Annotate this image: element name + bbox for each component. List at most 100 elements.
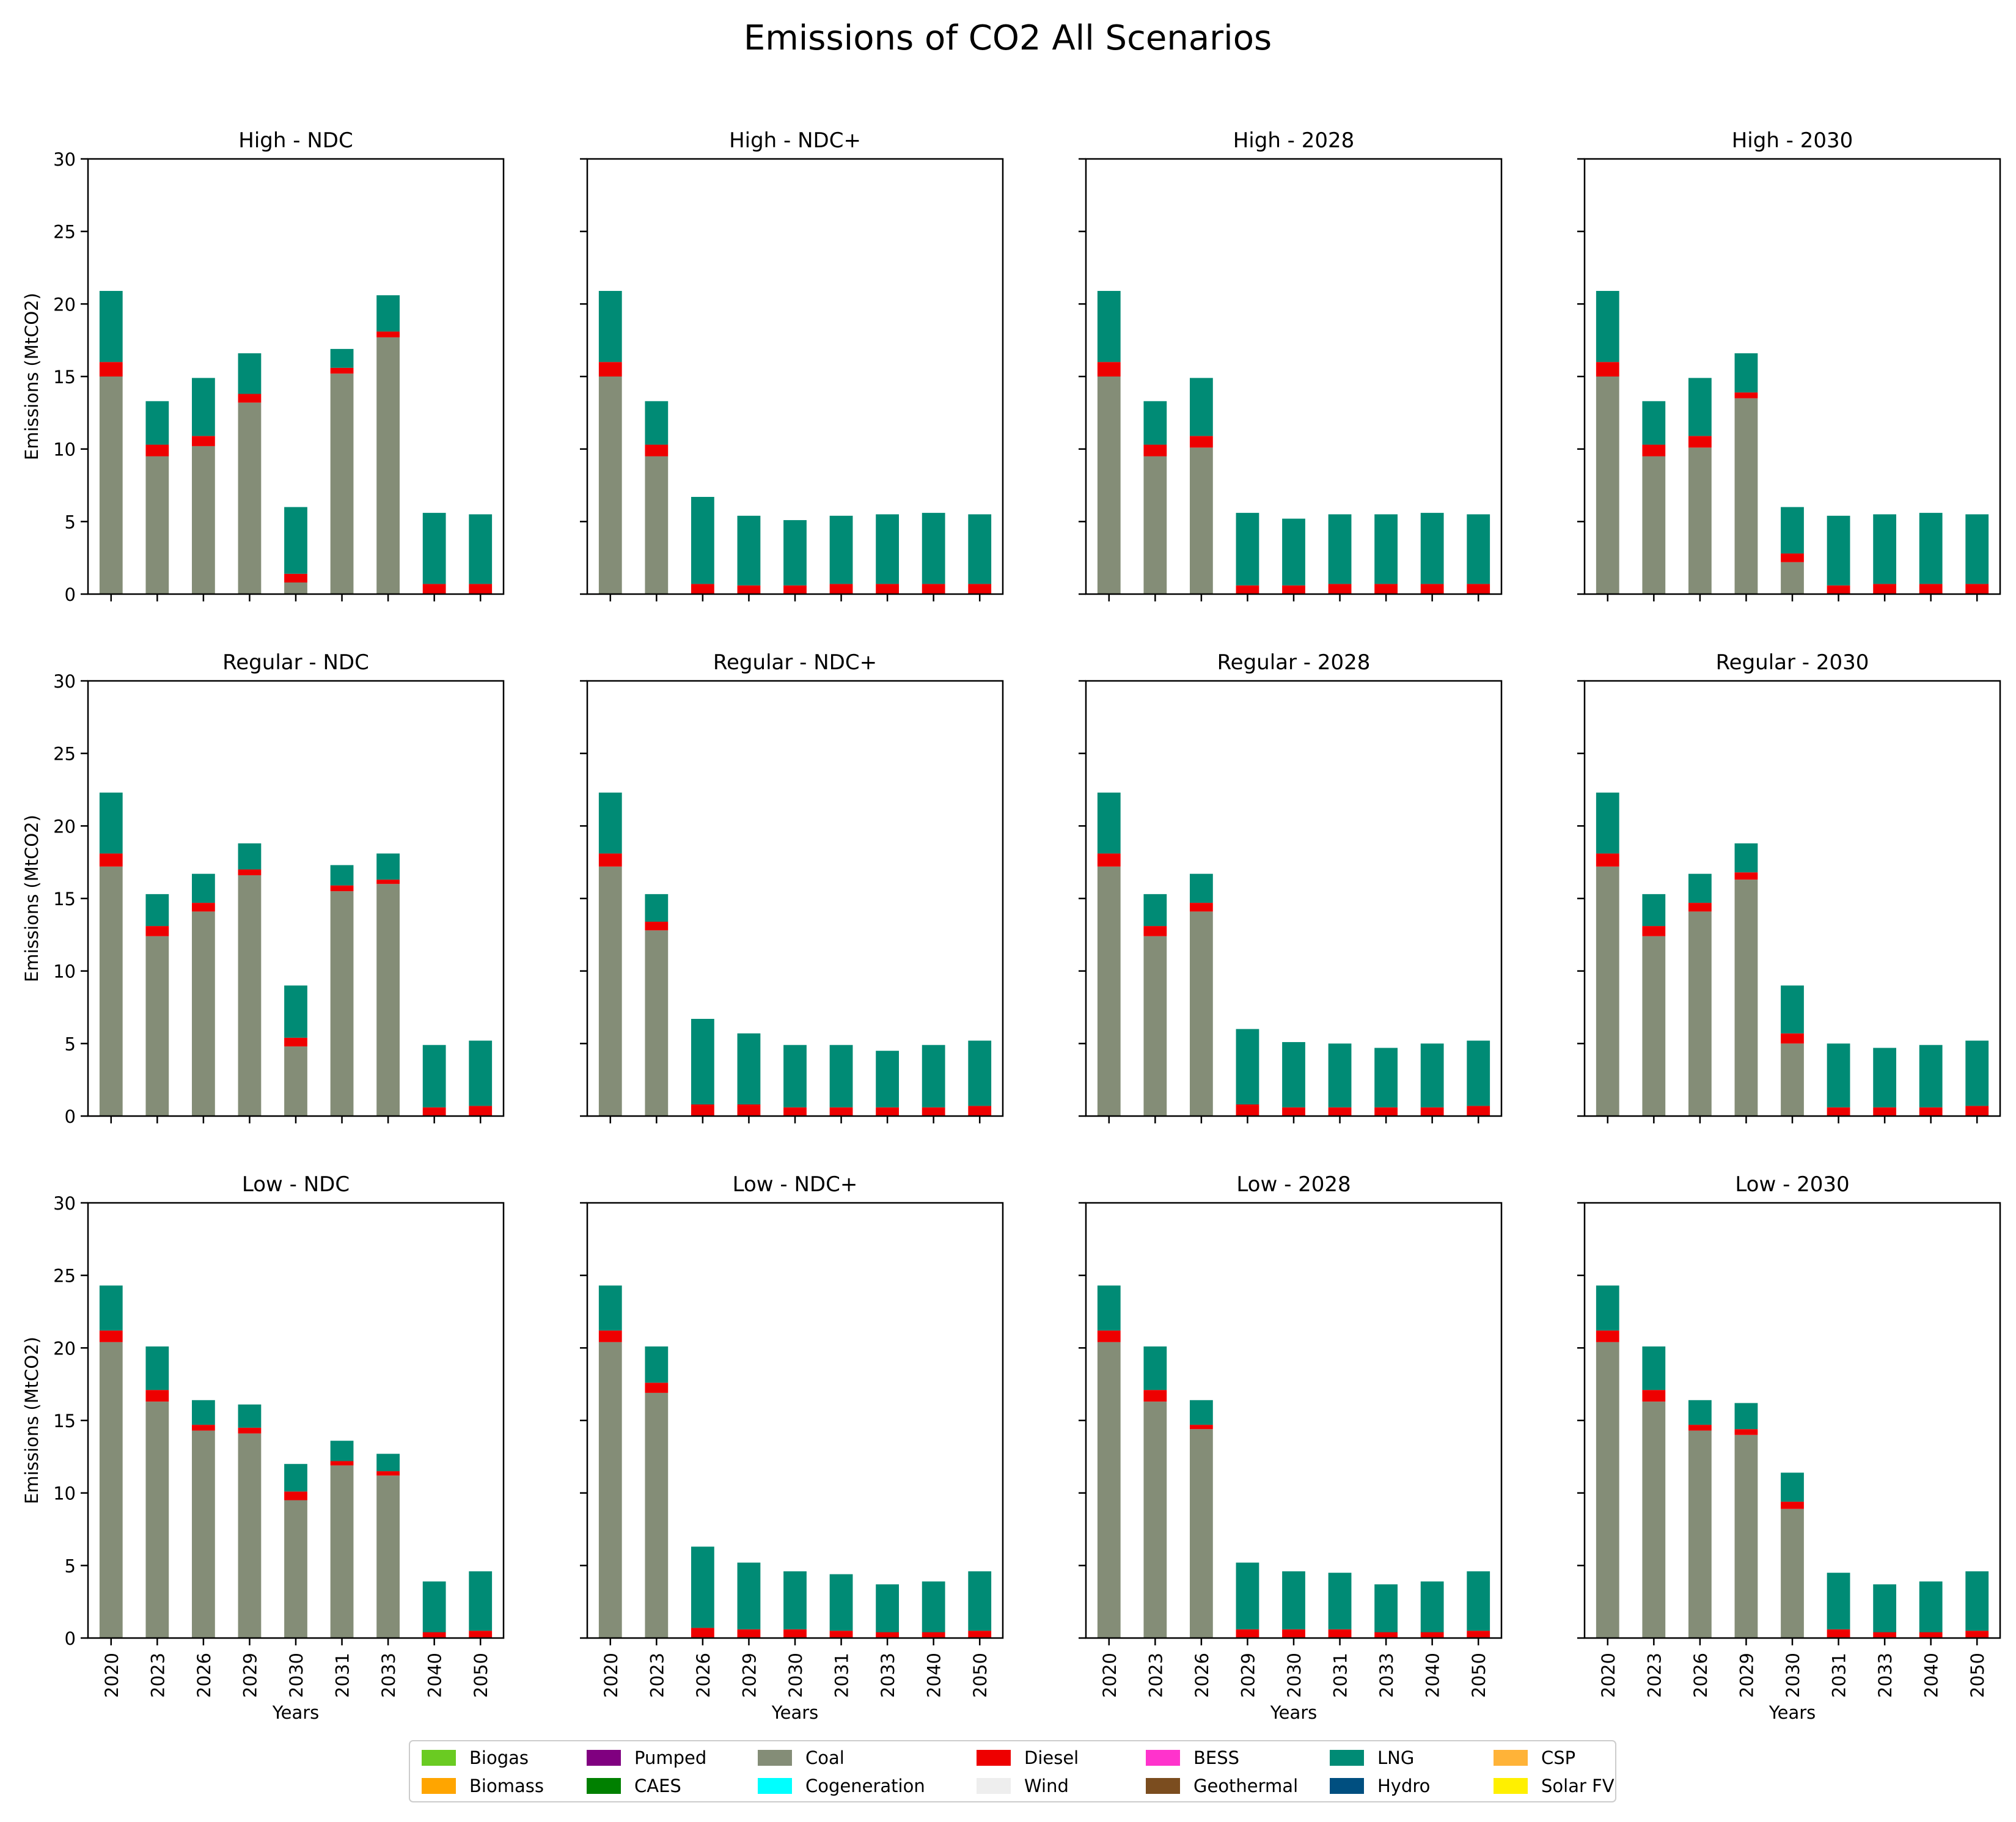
y-tick-label: 20	[53, 294, 76, 315]
bar-diesel-2023	[645, 921, 669, 931]
bar-diesel-2023	[1143, 1390, 1167, 1402]
bar-diesel-2033	[376, 1471, 400, 1476]
bar-diesel-2026	[1688, 1425, 1712, 1431]
bar-lng-2026	[192, 1400, 215, 1425]
bar-lng-2026	[1688, 1400, 1712, 1425]
x-tick-label: 2033	[1875, 1653, 1896, 1698]
bar-diesel-2030	[284, 573, 307, 583]
y-tick-label: 10	[53, 439, 76, 460]
bar-diesel-2023	[145, 444, 169, 457]
bar-diesel-2020	[598, 362, 622, 377]
bar-diesel-2029	[1236, 585, 1259, 594]
panel-regular-ndc: Regular - NDC+	[580, 650, 1004, 1123]
panel-low-2030: Low - 2030 2020 2023 2026 2029 2030 2031 2033 20…	[1577, 1172, 2001, 1723]
y-tick-label: 0	[65, 1628, 76, 1649]
legend-item-lng: LNG	[1330, 1747, 1414, 1768]
bar-lng-2023	[645, 401, 669, 445]
x-tick-label: 2030	[1284, 1653, 1305, 1698]
y-tick-label: 10	[53, 1483, 76, 1504]
x-tick-label: 2031	[332, 1653, 353, 1698]
bar-diesel-2040	[1420, 584, 1444, 594]
bar-diesel-2030	[783, 1629, 807, 1638]
legend-swatch	[1146, 1750, 1180, 1766]
bar-lng-2031	[829, 1574, 853, 1631]
legend-item-solar-fv: Solar FV	[1494, 1776, 1615, 1796]
bar-lng-2040	[1919, 513, 1943, 584]
bar-diesel-2040	[422, 584, 446, 594]
bar-diesel-2026	[1190, 436, 1213, 448]
legend-swatch	[587, 1750, 621, 1766]
bar-lng-2030	[783, 1571, 807, 1629]
bar-lng-2029	[1236, 1029, 1259, 1105]
bar-lng-2031	[1827, 1043, 1850, 1108]
bar-lng-2029	[1236, 1562, 1259, 1629]
bar-coal-2023	[145, 936, 169, 1116]
bar-lng-2026	[691, 496, 714, 584]
bar-diesel-2023	[145, 1390, 169, 1402]
y-tick-label: 15	[53, 1411, 76, 1431]
bar-coal-2023	[1642, 456, 1666, 594]
bar-diesel-2023	[1642, 1390, 1666, 1402]
bar-coal-2023	[1143, 456, 1167, 594]
legend-swatch	[758, 1778, 792, 1794]
x-tick-label: 2030	[1783, 1653, 1803, 1698]
bar-coal-2020	[99, 377, 123, 594]
bar-diesel-2050	[968, 584, 992, 594]
y-tick-label: 30	[53, 1193, 76, 1214]
x-tick-label: 2030	[785, 1653, 806, 1698]
legend-label: Coal	[805, 1747, 845, 1768]
bar-diesel-2033	[876, 584, 899, 594]
bar-diesel-2030	[783, 1107, 807, 1116]
bar-diesel-2031	[1328, 1629, 1352, 1638]
bar-coal-2033	[376, 337, 400, 594]
legend: Biogas Biomass Pumped CAES Coal Cogeneration D…	[409, 1740, 1616, 1802]
bar-coal-2026	[1688, 911, 1712, 1116]
panel-title: High - 2028	[1233, 128, 1355, 153]
bar-lng-2030	[1781, 985, 1804, 1034]
bar-lng-2026	[1190, 873, 1213, 903]
bar-coal-2020	[1097, 866, 1121, 1116]
legend-swatch	[977, 1778, 1011, 1794]
bar-lng-2050	[469, 1040, 493, 1106]
bar-diesel-2050	[1965, 1631, 1989, 1638]
bar-diesel-2020	[1596, 1330, 1619, 1342]
bar-coal-2030	[1781, 1508, 1804, 1638]
panel-title: Regular - NDC+	[713, 650, 877, 675]
y-tick-label: 5	[65, 1034, 76, 1054]
bar-diesel-2026	[192, 436, 215, 446]
legend-swatch	[587, 1778, 621, 1794]
bar-diesel-2031	[1827, 1629, 1850, 1638]
bar-diesel-2020	[99, 853, 123, 867]
x-tick-label: 2030	[286, 1653, 307, 1698]
bar-coal-2030	[1781, 1043, 1804, 1116]
bar-diesel-2050	[968, 1106, 992, 1116]
legend-item-geothermal: Geothermal	[1146, 1776, 1298, 1796]
bar-coal-2023	[145, 1401, 169, 1638]
panel-regular-2030: Regular - 2030	[1577, 650, 2001, 1123]
x-tick-label: 2040	[924, 1653, 945, 1698]
legend-item-wind: Wind	[977, 1776, 1069, 1796]
bar-diesel-2030	[284, 1037, 307, 1047]
bar-diesel-2033	[1374, 584, 1398, 594]
panel-regular-ndc: Regular - NDC 0 5 10 15 20 25 30 Emissions (MtCO…	[21, 650, 505, 1127]
legend-item-csp: CSP	[1494, 1747, 1575, 1768]
bar-lng-2031	[330, 1441, 354, 1461]
bar-lng-2033	[1873, 1584, 1896, 1633]
legend-swatch	[1494, 1750, 1528, 1766]
bar-diesel-2050	[469, 1106, 493, 1116]
bar-lng-2040	[422, 1581, 446, 1633]
bar-diesel-2030	[1282, 585, 1305, 594]
bar-diesel-2050	[469, 1631, 493, 1638]
bar-lng-2030	[783, 520, 807, 586]
bar-diesel-2030	[284, 1491, 307, 1501]
y-tick-label: 30	[53, 671, 76, 692]
bar-coal-2029	[238, 402, 262, 594]
bar-coal-2020	[1097, 1342, 1121, 1638]
legend-label: LNG	[1377, 1747, 1414, 1768]
y-tick-label: 20	[53, 1338, 76, 1359]
bar-coal-2023	[1642, 1401, 1666, 1638]
bar-diesel-2030	[1781, 1033, 1804, 1044]
bar-diesel-2050	[1467, 1631, 1490, 1638]
bar-lng-2040	[922, 1045, 945, 1108]
legend-item-hydro: Hydro	[1330, 1776, 1430, 1796]
